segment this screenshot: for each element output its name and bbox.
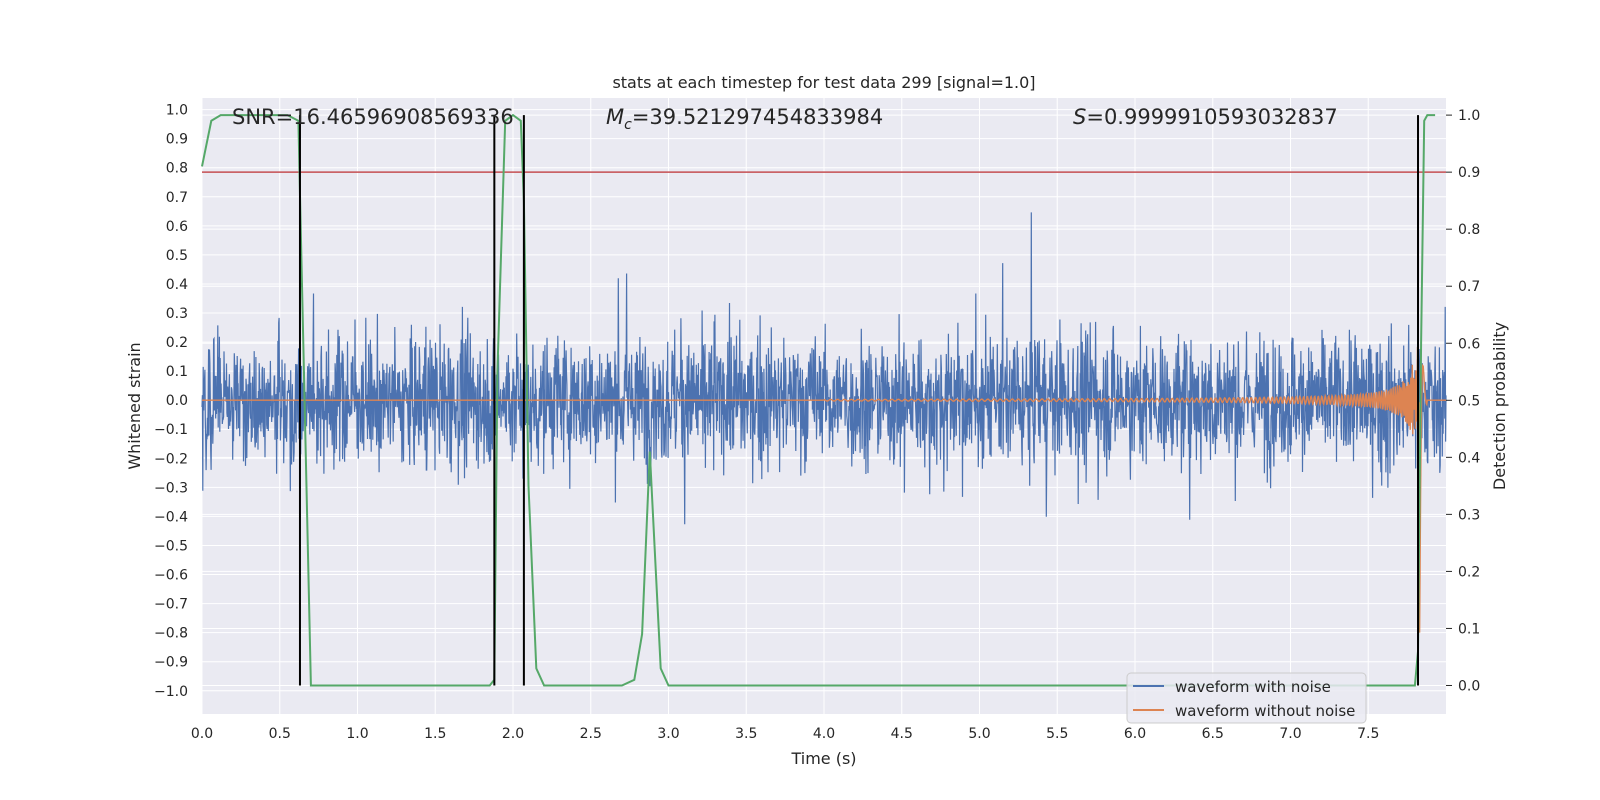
x-tick-label: 1.0 [346, 726, 368, 742]
y-right-tick-label: 0.4 [1458, 450, 1480, 466]
y-tick-label: 0.8 [166, 161, 188, 177]
chirp-mass-symbol: M [606, 105, 624, 129]
y-right-tick-label: 0.1 [1458, 621, 1480, 637]
chirp-mass-subscript: c [624, 117, 632, 133]
chirp-mass-value: =39.521297454833984 [632, 105, 883, 129]
y-tick-label: 1.0 [166, 103, 188, 119]
waveform-with-noise-line [201, 212, 1447, 525]
snr-annotation: SNR=16.46596908569336 [232, 105, 514, 129]
y-tick-label: 0.1 [166, 364, 188, 380]
y-tick-label: −0.7 [154, 597, 188, 613]
waveform-without-noise-series [202, 346, 1446, 633]
legend-box [1126, 672, 1367, 724]
detection-markers [298, 115, 1420, 686]
x-tick-label: 7.5 [1357, 726, 1379, 742]
y-right-tick-label: 0.3 [1458, 507, 1480, 523]
x-tick-label: 0.5 [269, 726, 291, 742]
legend-label-clean: waveform without noise [1175, 702, 1355, 720]
x-tick-label: 3.0 [657, 726, 679, 742]
score-symbol: S [1073, 105, 1086, 129]
x-tick-label: 5.0 [968, 726, 990, 742]
y-right-tick-label: 0.9 [1458, 165, 1480, 181]
y-tick-label: 0.4 [166, 277, 188, 293]
y-tick-label: 0.0 [166, 393, 188, 409]
y-right-tick-label: 0.5 [1458, 393, 1480, 409]
y-right-axis-label: Detection probability [1490, 322, 1509, 490]
y-right-tick-label: 1.0 [1458, 108, 1480, 124]
y-tick-label: 0.6 [166, 219, 188, 235]
y-tick-label: −0.4 [154, 509, 188, 525]
waveform-with-noise-series [201, 212, 1447, 525]
chart-title: stats at each timestep for test data 299… [612, 73, 1035, 92]
axes: 0.0 0.5 1.0 1.5 2.0 2.5 3.0 3.5 4.0 4.5 5.0 5.5 6.0 6… [154, 103, 1480, 742]
x-tick-label: 0.0 [191, 726, 213, 742]
x-tick-label: 2.5 [580, 726, 602, 742]
y-right-tick-label: 0.6 [1458, 336, 1480, 352]
y-tick-label: 0.7 [166, 190, 188, 206]
score-value: =0.9999910593032837 [1086, 105, 1337, 129]
x-tick-label: 2.0 [502, 726, 524, 742]
y-tick-label: −0.1 [154, 422, 188, 438]
y-right-tick-label: 0.7 [1458, 279, 1480, 295]
y-right-tick-label: 0.0 [1458, 678, 1480, 694]
x-tick-label: 3.5 [735, 726, 757, 742]
y-tick-label: 0.9 [166, 132, 188, 148]
y-tick-label: −0.3 [154, 480, 188, 496]
y-right-tick-label: 0.8 [1458, 222, 1480, 238]
y-tick-label: −0.8 [154, 626, 188, 642]
x-tick-label: 1.5 [424, 726, 446, 742]
y-tick-label: −0.6 [154, 568, 188, 584]
y-tick-label: −0.9 [154, 655, 188, 671]
waveform-without-noise-line [202, 346, 1446, 633]
x-tick-label: 6.5 [1202, 726, 1224, 742]
y-tick-label: 0.3 [166, 306, 188, 322]
legend: waveform with noise waveform without noi… [1126, 672, 1367, 724]
x-axis-label: Time (s) [790, 749, 856, 768]
x-tick-label: 7.0 [1279, 726, 1301, 742]
x-tick-label: 4.0 [813, 726, 835, 742]
y-axis-label: Whitened strain [125, 342, 144, 469]
y-tick-label: 0.2 [166, 335, 188, 351]
x-tick-label: 6.0 [1124, 726, 1146, 742]
x-tick-label: 5.5 [1046, 726, 1068, 742]
chirp-mass-annotation: Mc=39.521297454833984 [606, 105, 883, 133]
score-annotation: S=0.9999910593032837 [1073, 105, 1338, 129]
y-tick-label: −0.5 [154, 538, 188, 554]
y-tick-label: −0.2 [154, 451, 188, 467]
y-tick-label: −1.0 [154, 684, 188, 700]
x-tick-label: 4.5 [891, 726, 913, 742]
y-tick-label: 0.5 [166, 248, 188, 264]
y-right-tick-label: 0.2 [1458, 564, 1480, 580]
legend-label-noise: waveform with noise [1175, 678, 1331, 696]
